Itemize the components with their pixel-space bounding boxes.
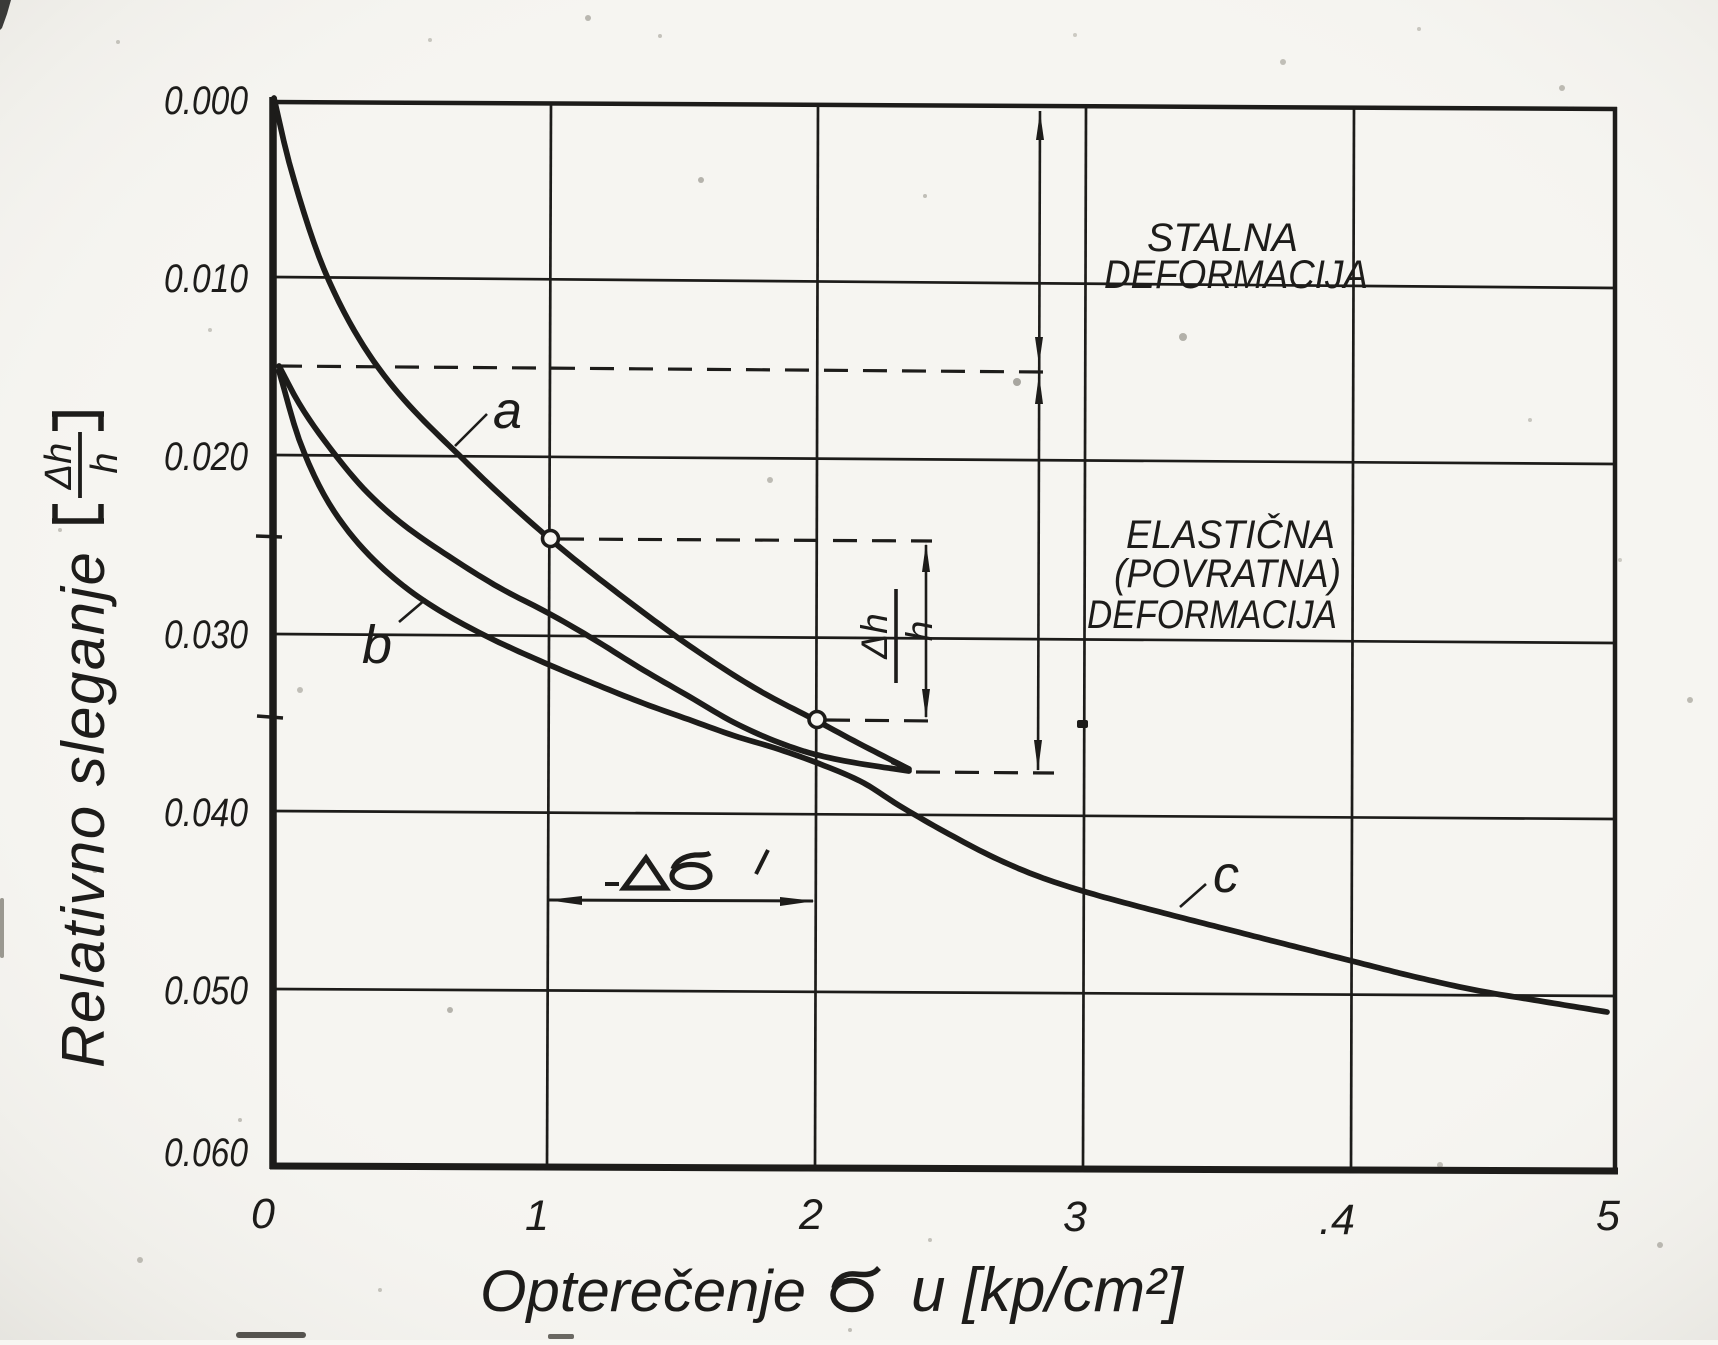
svg-text:0.030: 0.030 (164, 613, 248, 657)
svg-text:0.060: 0.060 (164, 1131, 248, 1175)
svg-text:h: h (84, 452, 126, 473)
svg-text:STALNA: STALNA (1147, 216, 1298, 260)
svg-text:0.050: 0.050 (164, 969, 248, 1013)
svg-text:0.020: 0.020 (164, 435, 248, 479)
svg-text:5: 5 (1596, 1192, 1621, 1240)
svg-text:0.040: 0.040 (164, 791, 248, 835)
svg-text:Relativno sleganje: Relativno sleganje (50, 551, 117, 1068)
svg-text:.4: .4 (1319, 1196, 1355, 1244)
svg-text:b: b (362, 615, 392, 675)
svg-text:Δh: Δh (854, 613, 895, 659)
svg-text:u [kp/cm²]: u [kp/cm²] (911, 1256, 1185, 1325)
svg-text:3: 3 (1063, 1193, 1087, 1241)
svg-text:ELASTIČNA: ELASTIČNA (1126, 512, 1335, 557)
svg-text:h: h (899, 621, 940, 642)
svg-text:(POVRATNA): (POVRATNA) (1114, 552, 1341, 596)
svg-text:0.000: 0.000 (164, 79, 248, 123)
svg-text:a: a (493, 382, 522, 440)
svg-text:c: c (1213, 846, 1239, 904)
svg-text:DEFORMACIJA: DEFORMACIJA (1087, 593, 1337, 637)
svg-text:Δh: Δh (38, 443, 80, 491)
svg-text:0.010: 0.010 (164, 257, 248, 301)
svg-text:Opterečenje: Opterečenje (480, 1259, 806, 1324)
svg-text:1: 1 (525, 1192, 549, 1240)
svg-text:2: 2 (798, 1191, 823, 1239)
svg-text:DEFORMACIJA: DEFORMACIJA (1104, 253, 1368, 297)
svg-text:0: 0 (251, 1190, 275, 1238)
